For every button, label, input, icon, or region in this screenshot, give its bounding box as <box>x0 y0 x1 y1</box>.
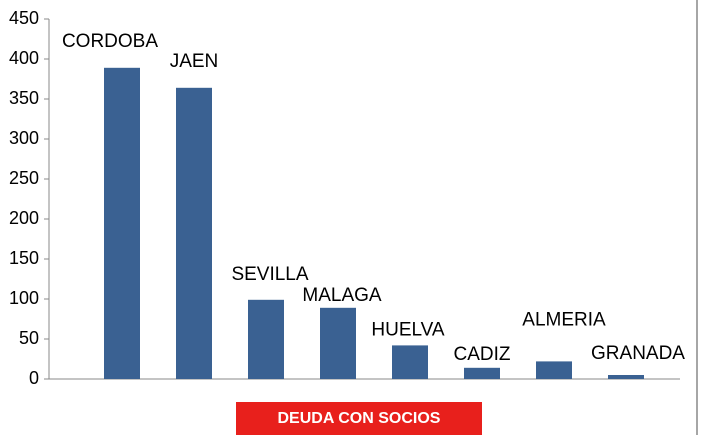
bar <box>536 361 572 379</box>
category-label: ALMERIA <box>522 309 606 330</box>
y-tick-label: 400 <box>9 48 39 68</box>
category-label: CADIZ <box>454 344 511 365</box>
y-tick-label: 200 <box>9 208 39 228</box>
category-label: JAEN <box>170 51 219 72</box>
y-tick-label: 250 <box>9 168 39 188</box>
bar <box>104 67 140 380</box>
y-tick-label: 150 <box>9 248 39 268</box>
y-tick-label: 300 <box>9 128 39 148</box>
y-tick-label: 450 <box>9 8 39 28</box>
y-tick-label: 100 <box>9 288 39 308</box>
x-axis-label: DEUDA CON SOCIOS <box>278 410 441 427</box>
y-tick-label: 50 <box>19 328 39 348</box>
bar <box>392 345 428 379</box>
bar <box>608 375 644 379</box>
category-label: MALAGA <box>302 285 382 306</box>
bar <box>248 299 284 379</box>
y-tick-label: 0 <box>29 368 39 388</box>
category-label: CORDOBA <box>62 31 158 52</box>
category-label: SEVILLA <box>231 264 308 285</box>
bar <box>320 307 356 379</box>
bar <box>176 87 212 380</box>
category-label: HUELVA <box>371 319 445 340</box>
x-label-box <box>236 402 482 435</box>
y-tick-label: 350 <box>9 88 39 108</box>
bar <box>464 367 500 379</box>
category-label: GRANADA <box>591 343 685 364</box>
